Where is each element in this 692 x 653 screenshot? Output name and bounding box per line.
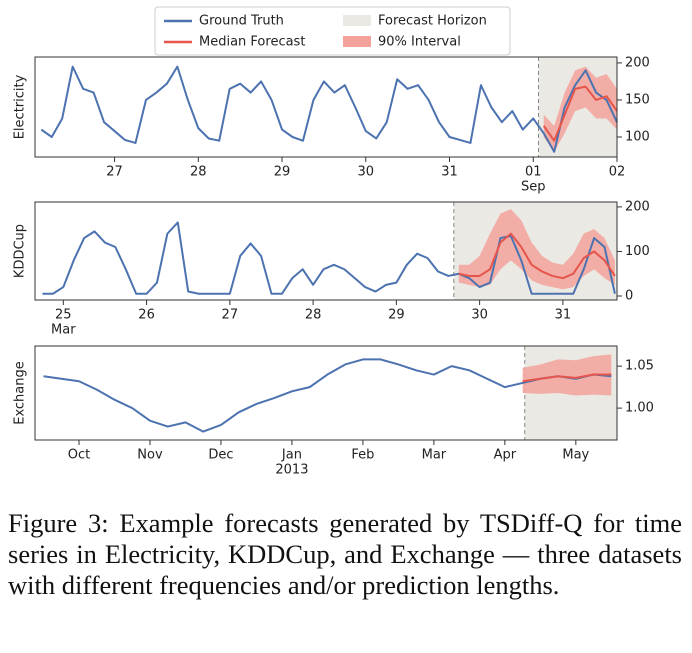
y-axis-label: Electricity: [13, 74, 28, 139]
x-tick-label: Feb: [351, 448, 374, 463]
y-tick-label: 1.05: [625, 359, 654, 374]
y-axis-label: KDDCup: [13, 224, 28, 278]
x-tick-label: Apr: [494, 448, 517, 463]
legend-swatch: [343, 36, 371, 47]
ground-truth-line: [43, 358, 612, 433]
ground-truth-line: [42, 221, 616, 295]
x-tick-label: 27: [222, 308, 239, 323]
x-tick-label: 30: [471, 308, 488, 323]
median-forecast-line: [522, 373, 612, 383]
interval-band: [522, 354, 612, 396]
y-tick-label: 200: [625, 55, 650, 70]
x-tick-label: 31: [441, 165, 458, 180]
x-tick-label: 02: [609, 165, 626, 180]
figure-caption: Figure 3: Example forecasts generated by…: [8, 508, 682, 600]
y-tick-label: 150: [625, 92, 650, 107]
x-tick-label: Oct: [68, 448, 90, 463]
x-tick-label: 31: [555, 308, 572, 323]
x-tick-label: Dec: [208, 448, 233, 463]
x-tick-sublabel: 2013: [275, 463, 308, 478]
x-tick-label: 28: [305, 308, 322, 323]
interval-band: [543, 66, 617, 152]
y-tick-label: 1.00: [625, 401, 654, 416]
legend-label: 90% Interval: [378, 35, 461, 50]
axes-frame: [34, 56, 618, 158]
x-tick-label: 01: [525, 165, 542, 180]
y-tick-label: 200: [625, 199, 650, 214]
x-tick-label: 25: [55, 308, 72, 323]
x-tick-sublabel: Mar: [51, 323, 76, 338]
legend-label: Median Forecast: [199, 35, 305, 50]
y-tick-label: 0: [625, 288, 633, 303]
x-tick-label: 26: [138, 308, 155, 323]
x-tick-label: 27: [106, 165, 123, 180]
legend-label: Forecast Horizon: [378, 14, 487, 29]
x-tick-label: 29: [274, 165, 291, 180]
legend-swatch: [343, 15, 371, 26]
median-forecast-line: [542, 85, 618, 142]
median-forecast-line: [458, 232, 616, 280]
ground-truth-line: [40, 65, 618, 153]
legend-label: Ground Truth: [199, 14, 284, 29]
x-tick-sublabel: Sep: [521, 180, 546, 195]
legend-box: [154, 6, 511, 56]
x-tick-label: Nov: [137, 448, 163, 463]
x-tick-label: 29: [388, 308, 405, 323]
figure: Ground Truth Median Forecast Forecast Ho…: [13, 6, 654, 478]
x-tick-label: Mar: [422, 448, 447, 463]
y-tick-label: 100: [625, 130, 650, 145]
y-axis-label: Exchange: [13, 361, 28, 425]
x-tick-label: 30: [358, 165, 375, 180]
x-tick-label: 28: [190, 165, 207, 180]
x-tick-label: May: [562, 448, 589, 463]
y-tick-label: 100: [625, 244, 650, 259]
x-tick-label: Jan: [281, 448, 302, 463]
axes-frame: [34, 345, 618, 441]
